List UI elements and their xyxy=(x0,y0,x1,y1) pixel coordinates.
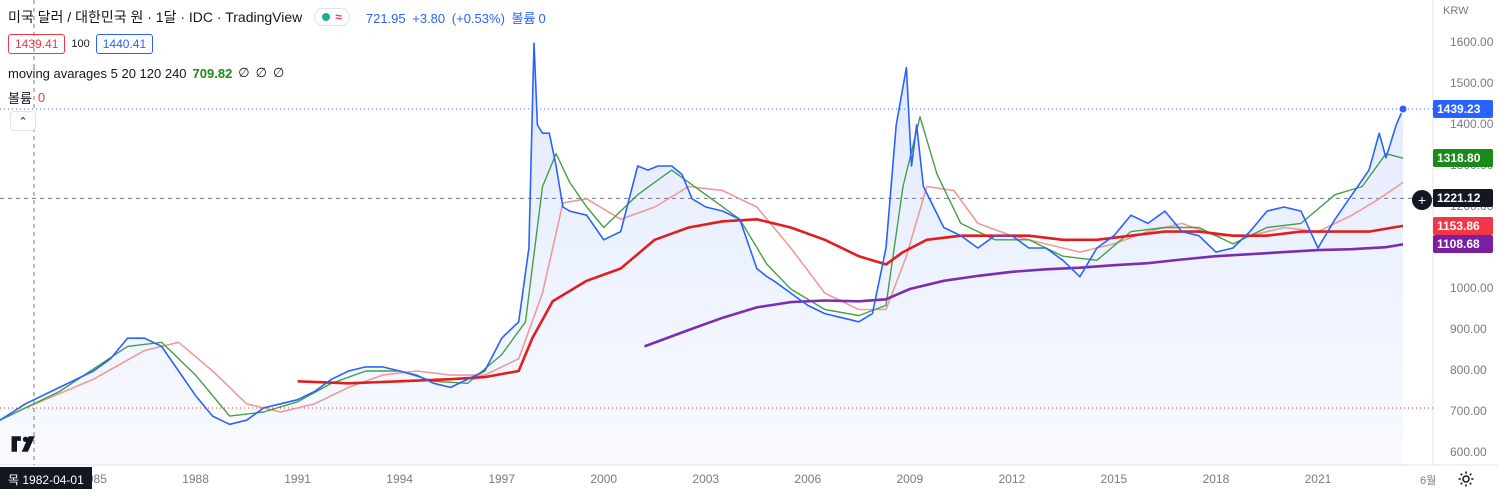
currency-label[interactable]: KRW xyxy=(1443,5,1469,17)
time-tick-label: 2021 xyxy=(1304,472,1332,486)
price-tick-label: 900.00 xyxy=(1450,322,1487,336)
price-tag: 1153.86 xyxy=(1433,216,1493,235)
market-status-icon xyxy=(322,13,331,21)
tradingview-logo-icon[interactable] xyxy=(10,433,38,455)
price-tick-label: 600.00 xyxy=(1450,445,1487,459)
time-tick-label: 2012 xyxy=(998,472,1026,486)
time-tick-label: 2015 xyxy=(1100,472,1128,486)
time-tick-label: 2018 xyxy=(1202,472,1230,486)
price-tick-label: 1000.00 xyxy=(1450,281,1494,295)
ma-120-line[interactable] xyxy=(297,218,1404,385)
volume-pane-label: 볼륨 xyxy=(8,91,32,106)
price-tick-label: 1400.00 xyxy=(1450,117,1494,131)
price-tag: 1221.12 xyxy=(1433,189,1493,208)
volume-pane-value: 0 xyxy=(37,90,46,105)
chevron-up-icon: ⌃ xyxy=(18,115,28,128)
price-line[interactable] xyxy=(0,42,1404,426)
moving-average-legend[interactable]: moving avarages 5 20 120 240 709.82 ∅ ∅ … xyxy=(8,65,284,81)
time-tick-label: 1988 xyxy=(182,472,209,486)
wave-icon: ≈ xyxy=(335,10,342,24)
indicator-params: 5 20 120 240 xyxy=(110,65,187,81)
bid-ask-row: 1439.41 100 1440.41 xyxy=(8,34,154,54)
time-tick-label: 2003 xyxy=(692,472,720,486)
chart-legend-title[interactable]: 미국 달러 / 대한민국 원 · 1달 · IDC · TradingView … xyxy=(8,6,549,28)
ask-price[interactable]: 1440.41 xyxy=(95,34,154,54)
time-tick-label: 1997 xyxy=(488,472,516,486)
time-tick-label: 2009 xyxy=(896,472,924,486)
time-tick-label: 1991 xyxy=(284,472,311,486)
plus-icon: + xyxy=(1417,192,1427,208)
price-area-fill xyxy=(0,43,1403,465)
change-value: +3.80 xyxy=(412,10,446,26)
ohlc-values: 721.95 +3.80 (+0.53%) 볼륨 0 xyxy=(366,8,549,27)
time-tick-label: 1994 xyxy=(386,472,413,486)
collapse-legend-button[interactable]: ⌃ xyxy=(10,111,36,131)
change-percent: (+0.53%) xyxy=(451,10,505,26)
ma-20-line[interactable] xyxy=(25,181,1404,413)
symbol-title[interactable]: 미국 달러 / 대한민국 원 · 1달 · IDC · TradingView xyxy=(8,9,303,25)
gear-icon[interactable] xyxy=(1457,470,1475,488)
price-tick-label: 700.00 xyxy=(1450,404,1487,418)
price-tag: 1318.80 xyxy=(1433,149,1493,168)
volume-value: 0 xyxy=(538,10,546,26)
price-tag: 1439.23 xyxy=(1433,99,1493,118)
indicator-empty-value-1: ∅ xyxy=(238,65,250,80)
indicator-empty-value-3: ∅ xyxy=(272,65,285,80)
ma-240-line[interactable] xyxy=(644,243,1404,348)
time-tick-label: 2006 xyxy=(794,472,822,486)
crosshair-date-tag: 목 1982-04-01 xyxy=(0,467,92,489)
bid-price[interactable]: 1439.41 xyxy=(8,34,66,54)
spread-value: 100 xyxy=(71,38,90,50)
price-tag: 1108.68 xyxy=(1433,235,1493,254)
time-tick-label: 2000 xyxy=(590,472,618,486)
indicator-value: 709.82 xyxy=(192,65,233,81)
market-status-badge[interactable]: ≈ xyxy=(314,8,350,26)
add-crosshair-button[interactable]: + xyxy=(1412,190,1432,210)
price-tick-label: 800.00 xyxy=(1450,363,1487,377)
volume-label: 볼륨 xyxy=(511,10,536,26)
volume-legend[interactable]: 볼륨 0 xyxy=(8,88,45,107)
time-unit-label[interactable]: 6월 xyxy=(1420,475,1437,487)
indicator-empty-value-2: ∅ xyxy=(255,65,267,80)
time-axis[interactable]: 1985 1988 1991 1994 1997 2000 2003 2006 2009 2012… xyxy=(0,465,1498,493)
last-price-marker xyxy=(1398,104,1408,114)
indicator-name: moving avarages xyxy=(8,65,107,81)
price-tick-label: 1500.00 xyxy=(1450,76,1494,90)
price-tick-label: 1600.00 xyxy=(1450,35,1494,49)
open-value: 721.95 xyxy=(365,10,406,26)
